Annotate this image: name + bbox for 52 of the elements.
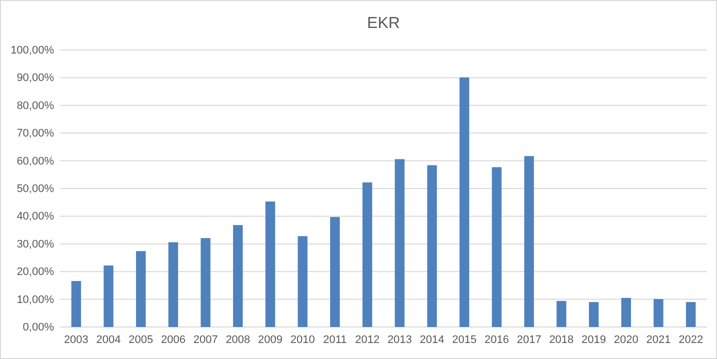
bar xyxy=(556,300,566,327)
bar xyxy=(104,266,114,327)
bar xyxy=(427,165,437,327)
y-tick-label: 100,00% xyxy=(10,44,54,57)
y-tick-label: 0,00% xyxy=(22,322,54,334)
bar xyxy=(492,167,502,327)
bar xyxy=(298,236,308,327)
x-tick-label: 2007 xyxy=(193,334,218,346)
y-tick-label: 10,00% xyxy=(16,294,54,306)
x-tick-label: 2022 xyxy=(678,334,704,346)
x-tick-label: 2013 xyxy=(387,334,412,346)
y-tick-label: 30,00% xyxy=(16,238,54,250)
x-tick-label: 2021 xyxy=(646,334,671,346)
bar xyxy=(330,217,340,327)
x-tick-label: 2017 xyxy=(516,334,542,346)
y-tick-label: 90,00% xyxy=(16,72,54,84)
x-tick-label: 2020 xyxy=(614,334,638,346)
bar xyxy=(654,299,664,327)
bar xyxy=(686,302,696,327)
x-tick-label: 2009 xyxy=(258,334,283,346)
x-tick-label: 2008 xyxy=(226,334,250,346)
x-tick-label: 2005 xyxy=(128,334,154,346)
bar xyxy=(621,298,631,327)
y-tick-label: 80,00% xyxy=(16,100,54,112)
y-tick-label: 20,00% xyxy=(16,266,54,278)
bar xyxy=(362,182,372,327)
x-tick-label: 2015 xyxy=(452,334,477,346)
bar xyxy=(168,242,178,327)
y-tick-label: 70,00% xyxy=(16,128,54,140)
bar xyxy=(136,251,146,327)
bar xyxy=(524,156,534,327)
x-tick-label: 2011 xyxy=(323,334,347,346)
x-tick-label: 2003 xyxy=(64,334,88,346)
x-tick-label: 2016 xyxy=(484,334,509,346)
x-tick-label: 2010 xyxy=(290,334,315,346)
chart-title: EKR xyxy=(367,15,400,32)
x-tick-label: 2018 xyxy=(549,334,574,346)
bar xyxy=(394,159,405,327)
x-tick-label: 2014 xyxy=(420,334,444,346)
bar xyxy=(460,77,470,327)
x-tick-label: 2019 xyxy=(582,334,606,346)
y-tick-label: 40,00% xyxy=(16,210,54,223)
x-tick-label: 2012 xyxy=(355,334,380,346)
bar xyxy=(71,281,82,327)
bar xyxy=(265,202,276,327)
bar xyxy=(588,302,599,327)
x-tick-label: 2004 xyxy=(96,334,121,346)
bar xyxy=(233,225,243,327)
y-tick-label: 50,00% xyxy=(16,183,54,196)
bar xyxy=(200,238,210,327)
x-tick-label: 2006 xyxy=(160,334,186,346)
y-tick-label: 60,00% xyxy=(16,155,54,168)
